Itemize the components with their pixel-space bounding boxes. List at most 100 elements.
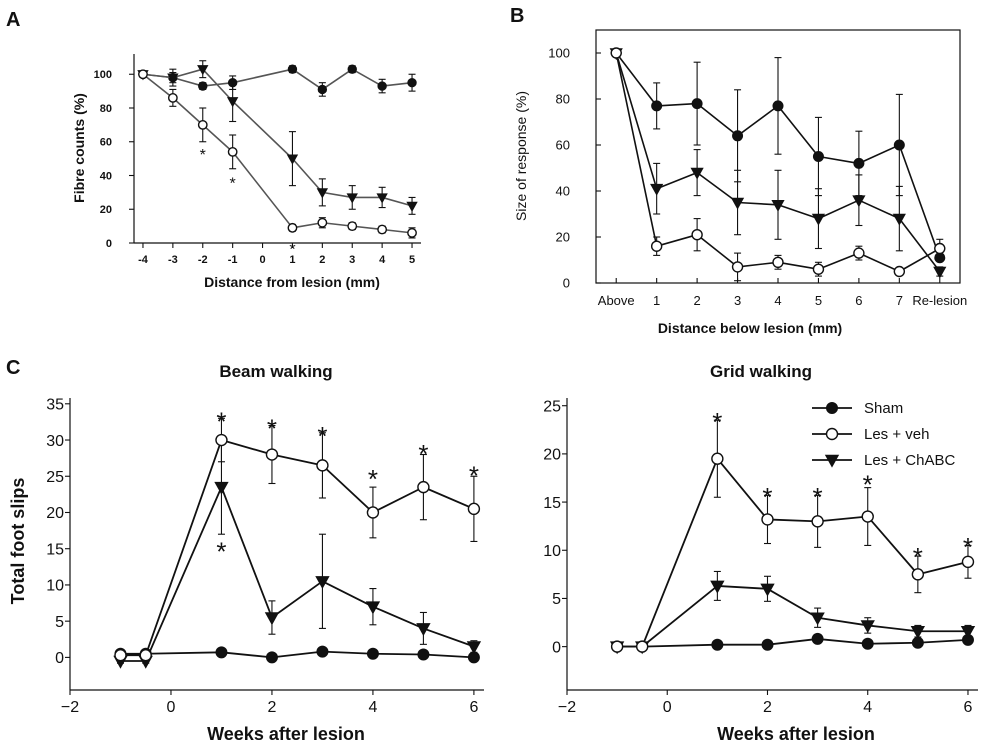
chart-c2-point [860, 620, 875, 634]
chart-c2-point [635, 640, 649, 653]
chart-a-plot: -4 -3 -2 -1 0 1 2 3 4 5 0 20 40 60 80 100 * * * [94, 54, 421, 266]
chart-panel-b: Size of response (%) Distance below lesi… [513, 29, 967, 336]
chart-b-point [730, 197, 745, 210]
chart-c1-point [316, 645, 329, 658]
chart-a-point [167, 92, 178, 103]
chart-a-y-tick-label: 40 [100, 170, 112, 182]
chart-c1-significance-star: * [216, 406, 226, 436]
chart-c2-y-tick-label: 25 [543, 398, 561, 415]
chart-a-point [138, 69, 148, 80]
chart-c2-significance-star: * [963, 532, 973, 562]
chart-a-y-tick-label: 60 [100, 137, 112, 149]
chart-c1-significance-star: * [267, 414, 277, 444]
chart-c1-y-tick-label: 5 [55, 614, 64, 631]
chart-panel-c-beam: Beam walking Total foot slips Weeks afte… [8, 362, 484, 744]
legend-marker [826, 402, 838, 414]
chart-b-series-1 [609, 48, 947, 279]
chart-b-point [933, 266, 947, 279]
chart-b-x-tick-label: 2 [693, 293, 700, 308]
chart-c1-x-tick-label: 0 [167, 699, 176, 716]
chart-a-point [197, 119, 208, 130]
chart-a-series-2 [138, 69, 417, 239]
chart-c1-point [466, 641, 482, 655]
panel-label-c: C [6, 357, 20, 379]
chart-b-y-tick-label: 20 [556, 230, 570, 245]
chart-b-point [650, 240, 663, 252]
chart-b-y-tick-label: 80 [556, 92, 570, 107]
chart-c2-y-tick-label: 0 [552, 639, 561, 656]
chart-b-point [852, 195, 866, 208]
chart-a-point [347, 221, 358, 232]
chart-a-y-tick-label: 80 [100, 103, 112, 115]
chart-a-x-tick-label: 5 [409, 254, 415, 266]
chart-b-point [853, 157, 865, 169]
chart-b-point [651, 100, 663, 112]
chart-a-x-tick-label: -2 [198, 254, 208, 266]
chart-c2-x-tick-label: 2 [763, 699, 772, 716]
chart-c2-point [911, 568, 925, 581]
chart-b-point [731, 261, 744, 273]
chart-b-point [772, 256, 784, 268]
chart-a-y-tick-label: 20 [100, 204, 112, 216]
chart-c1-point [264, 612, 280, 626]
chart-b-point [732, 130, 744, 142]
chart-b-point [771, 199, 785, 212]
chart-c2-point [761, 513, 774, 526]
chart-a-x-tick-label: -3 [168, 254, 178, 266]
chart-c1-series-2 [114, 417, 481, 662]
chart-c1-point [417, 648, 430, 661]
chart-a-point [286, 154, 299, 165]
chart-c1-point [265, 651, 278, 664]
chart-c2-y-tick-label: 15 [543, 495, 561, 512]
chart-c1-point [215, 433, 228, 447]
chart-b-x-tick-label: 5 [815, 293, 822, 308]
chart-c2-significance-star: * [813, 482, 823, 512]
chart-b-xlabel: Distance below lesion (mm) [658, 320, 842, 336]
legend-marker [825, 427, 839, 441]
chart-a-point [376, 193, 388, 204]
chart-a-significance-star: * [200, 147, 206, 164]
chart-c1-point [315, 576, 330, 589]
chart-b-point [772, 100, 784, 112]
chart-c1-point [265, 448, 279, 461]
chart-a-xlabel: Distance from lesion (mm) [204, 274, 380, 290]
chart-b-x-tick-label: Above [598, 293, 635, 308]
chart-c1-y-tick-label: 30 [46, 433, 64, 450]
chart-a-ylabel: Fibre counts (%) [71, 93, 87, 203]
chart-a-x-tick-label: -1 [228, 254, 238, 266]
chart-c2-point [610, 640, 624, 653]
chart-b-point [892, 213, 906, 226]
chart-c1-point [417, 480, 430, 494]
chart-c1-x-tick-label: −2 [61, 699, 79, 716]
chart-a-significance-star: * [230, 175, 236, 192]
chart-c2-x-tick-label: 4 [863, 699, 872, 716]
chart-c2-point [911, 636, 924, 649]
chart-b-x-tick-label: 4 [774, 293, 781, 308]
chart-panel-a: Fibre counts (%) Distance from lesion (m… [71, 54, 421, 290]
chart-a-x-tick-label: 1 [289, 254, 295, 266]
chart-a-x-tick-label: -4 [138, 254, 149, 266]
chart-c2-plot: −2 0 2 4 6 0 5 10 15 20 25 * * * * * * [543, 398, 978, 716]
chart-b-y-tick-label: 40 [556, 184, 570, 199]
chart-c2-legend: Sham Les + veh Les + ChABC [812, 400, 955, 469]
chart-c2-point [861, 637, 874, 650]
chart-b-point [691, 98, 703, 110]
chart-c2-point [910, 625, 926, 639]
chart-a-point [227, 146, 238, 157]
chart-c1-point [416, 623, 431, 637]
chart-c2-series-2 [610, 419, 975, 653]
chart-c1-point [366, 647, 379, 660]
chart-c2-y-tick-label: 20 [543, 447, 561, 464]
chart-c1-y-tick-label: 20 [46, 505, 64, 522]
chart-a-significance-star: * [289, 241, 295, 258]
chart-a-point [377, 81, 387, 91]
chart-a-point [198, 81, 208, 91]
chart-b-y-tick-label: 100 [548, 46, 570, 61]
chart-c2-point [861, 510, 874, 523]
chart-c2-x-tick-label: 0 [663, 699, 672, 716]
chart-c1-series-line [120, 486, 475, 662]
chart-a-series-1 [137, 60, 418, 215]
chart-b-point [934, 242, 946, 255]
chart-c2-y-tick-label: 5 [552, 591, 561, 608]
chart-c2-title: Grid walking [710, 362, 812, 381]
